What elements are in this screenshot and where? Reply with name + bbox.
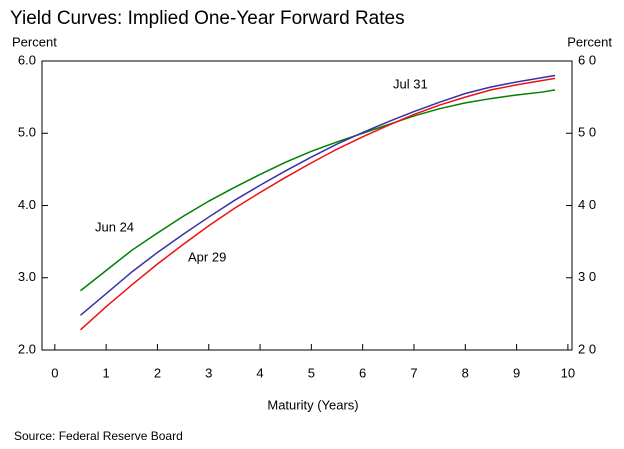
x-tick-label: 3: [205, 365, 212, 380]
y-tick-label: 2.0: [18, 341, 36, 356]
x-tick-label: 9: [513, 365, 520, 380]
series-line: [79, 77, 556, 331]
x-tick-label: 4: [256, 365, 263, 380]
y-tick-label: 6.0: [18, 52, 36, 67]
series-line: [80, 89, 556, 292]
series-label: Jul 31: [393, 76, 428, 91]
x-tick-label: 6: [359, 365, 366, 380]
y-tick-label: 5.0: [18, 125, 36, 140]
chart-title: Yield Curves: Implied One-Year Forward R…: [10, 8, 405, 29]
y2-tick-label: 3 0: [578, 269, 596, 284]
y2-axis-label: Percent: [567, 34, 612, 49]
x-tick-label: 1: [103, 365, 110, 380]
y2-tick-label: 4 0: [578, 197, 596, 212]
x-tick-label: 8: [462, 365, 469, 380]
series-line: [79, 74, 556, 316]
x-tick-label: 0: [51, 365, 58, 380]
x-tick-label: 2: [154, 365, 161, 380]
y2-tick-label: 5 0: [578, 125, 596, 140]
plot-frame: [41, 60, 573, 351]
y-tick-label: 3.0: [18, 269, 36, 284]
x-tick-label: 5: [308, 365, 315, 380]
x-tick-label: 7: [410, 365, 417, 380]
y2-tick-label: 2 0: [578, 341, 596, 356]
x-axis-label: Maturity (Years): [267, 397, 358, 412]
y-axis-label: Percent: [12, 34, 57, 49]
y-tick-label: 4.0: [18, 197, 36, 212]
source: Source: Federal Reserve Board: [14, 429, 183, 443]
series-label: Apr 29: [188, 249, 226, 264]
y2-tick-label: 6 0: [578, 52, 596, 67]
x-tick-label: 10: [561, 365, 575, 380]
series-label: Jun 24: [95, 219, 134, 234]
